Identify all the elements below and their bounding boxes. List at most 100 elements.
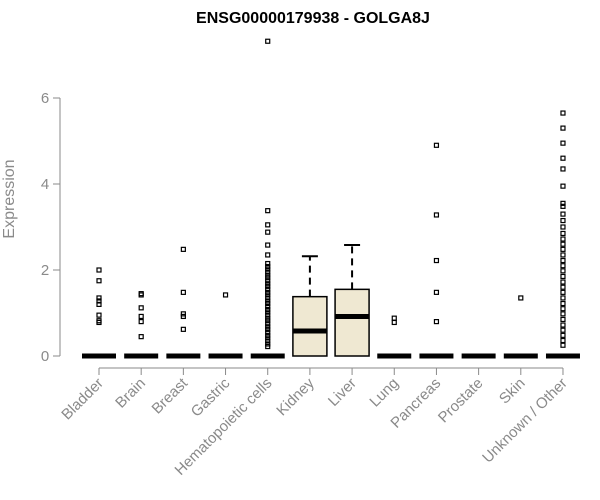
outlier-point bbox=[560, 200, 566, 206]
outlier-point bbox=[265, 335, 271, 341]
outlier-point bbox=[96, 295, 102, 301]
outlier-point bbox=[265, 286, 271, 292]
outlier-point bbox=[560, 241, 566, 247]
outlier-point bbox=[560, 211, 566, 217]
outlier-point bbox=[560, 284, 566, 290]
outlier-point bbox=[96, 278, 102, 284]
outlier-point bbox=[180, 246, 186, 252]
outlier-point bbox=[560, 306, 566, 312]
outlier-point bbox=[560, 273, 566, 280]
outlier-point bbox=[265, 260, 271, 267]
outlier-point bbox=[265, 312, 271, 318]
outlier-point bbox=[560, 279, 566, 285]
outlier-point bbox=[391, 315, 397, 321]
y-tick-label: 0 bbox=[41, 348, 49, 365]
outlier-point bbox=[560, 140, 566, 146]
outlier-point bbox=[433, 289, 440, 295]
x-tick-label: Bladder bbox=[58, 375, 107, 424]
outlier-point bbox=[391, 319, 397, 326]
outlier-point bbox=[433, 257, 440, 264]
outlier-point bbox=[96, 267, 102, 273]
outlier-point bbox=[560, 332, 566, 338]
box-series bbox=[82, 38, 580, 359]
x-tick-label: Breast bbox=[149, 374, 192, 417]
box-group bbox=[166, 246, 201, 359]
outlier-point bbox=[433, 319, 440, 325]
outlier-point bbox=[265, 318, 271, 324]
box bbox=[334, 288, 370, 357]
y-axis: 0 2 4 6 bbox=[41, 90, 61, 365]
outlier-point bbox=[265, 295, 271, 301]
outlier-point bbox=[560, 327, 566, 333]
outlier-point bbox=[265, 283, 271, 289]
outlier-point bbox=[560, 263, 566, 269]
box-group bbox=[419, 142, 454, 359]
outlier-point bbox=[265, 208, 271, 214]
outlier-point bbox=[96, 319, 102, 326]
outlier-point bbox=[560, 217, 566, 224]
outlier-point bbox=[560, 322, 566, 328]
outlier-point bbox=[560, 155, 566, 161]
outlier-point bbox=[180, 289, 186, 295]
box-group bbox=[377, 315, 412, 359]
box bbox=[292, 295, 328, 357]
x-tick-label: Skin bbox=[496, 375, 529, 408]
outlier-point bbox=[265, 292, 271, 298]
outlier-point bbox=[138, 319, 144, 325]
y-tick-label: 2 bbox=[41, 262, 49, 279]
outlier-point bbox=[560, 257, 566, 264]
outlier-point bbox=[560, 166, 566, 172]
outlier-point bbox=[560, 125, 566, 131]
outlier-point bbox=[560, 268, 566, 274]
outlier-point bbox=[138, 292, 144, 298]
box-group bbox=[250, 38, 285, 359]
outlier-point bbox=[265, 222, 271, 228]
outlier-point bbox=[222, 292, 229, 298]
outlier-point bbox=[265, 266, 271, 272]
box-group bbox=[292, 255, 328, 357]
outlier-point bbox=[560, 183, 566, 189]
outlier-point bbox=[560, 342, 566, 348]
box-group bbox=[82, 267, 116, 359]
outlier-point bbox=[560, 110, 566, 116]
x-tick-label: Liver bbox=[325, 375, 360, 410]
outlier-point bbox=[138, 313, 144, 320]
outlier-point bbox=[138, 305, 144, 311]
x-tick-label: Prostate bbox=[435, 375, 487, 427]
box-group bbox=[334, 244, 370, 357]
outlier-point bbox=[560, 289, 566, 295]
x-tick-label: Lung bbox=[366, 375, 402, 411]
y-tick-label: 4 bbox=[41, 176, 49, 193]
outlier-point bbox=[180, 313, 186, 320]
outlier-point bbox=[560, 337, 566, 344]
outlier-point bbox=[265, 321, 271, 327]
outlier-point bbox=[560, 203, 566, 209]
x-tick-label: Kidney bbox=[273, 374, 318, 419]
outlier-point bbox=[560, 246, 566, 252]
outlier-point bbox=[265, 278, 271, 284]
y-axis-label: Expression bbox=[1, 159, 18, 238]
box-group bbox=[124, 291, 159, 359]
outlier-point bbox=[138, 334, 144, 340]
box-group bbox=[208, 292, 243, 359]
outlier-point bbox=[560, 224, 566, 230]
y-tick-label: 6 bbox=[41, 90, 49, 107]
outlier-point bbox=[433, 142, 440, 148]
outlier-point bbox=[433, 212, 440, 218]
outlier-point bbox=[265, 309, 271, 315]
outlier-point bbox=[560, 300, 566, 307]
outlier-point bbox=[180, 326, 186, 332]
outlier-point bbox=[265, 300, 271, 307]
outlier-point bbox=[138, 291, 144, 297]
outlier-point bbox=[560, 230, 566, 237]
outlier-point bbox=[560, 311, 566, 317]
outlier-point bbox=[560, 295, 566, 301]
outlier-point bbox=[560, 252, 566, 258]
outlier-point bbox=[265, 275, 271, 281]
outlier-point bbox=[265, 242, 271, 248]
outlier-point bbox=[96, 312, 102, 318]
box-group bbox=[503, 295, 538, 359]
outlier-point bbox=[265, 326, 271, 332]
